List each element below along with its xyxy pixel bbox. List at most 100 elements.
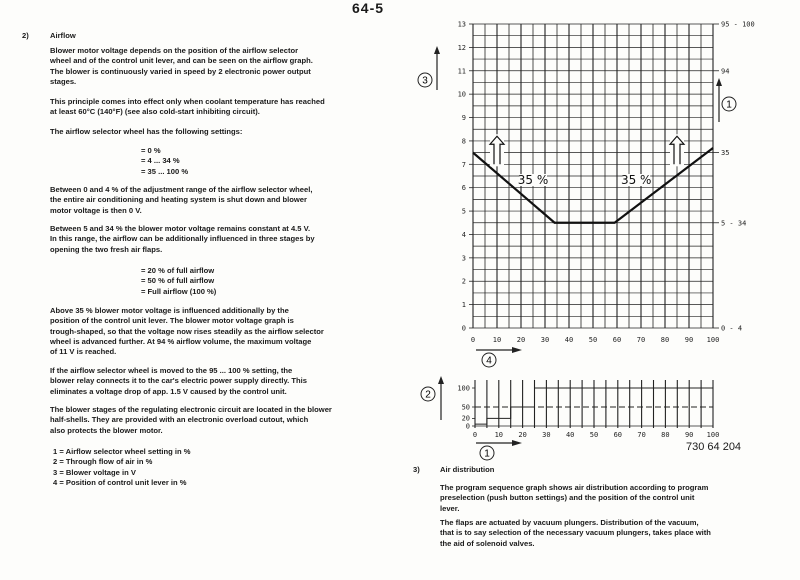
- text-line: = 4 ... 34 %: [141, 156, 180, 166]
- y-tick-label: 0: [462, 325, 466, 333]
- text-line: 1 = Airflow selector wheel setting in %: [53, 447, 191, 456]
- text-line: 3 = Blower voltage in V: [53, 467, 136, 477]
- axis-marker-label: 2: [425, 390, 431, 401]
- y-tick-label: 4: [462, 231, 466, 239]
- section-title: Airflow: [50, 31, 76, 40]
- y-tick-label: 0: [466, 422, 470, 430]
- text-line: = 35 ... 100 %: [141, 166, 189, 176]
- axis-marker-label: 1: [726, 100, 732, 111]
- annotation-box: [519, 174, 547, 187]
- annotation-box: [622, 174, 651, 187]
- section-title: Air distribution: [440, 465, 495, 474]
- text-line: wheel and of the control unit lever, and…: [50, 56, 313, 66]
- x-tick-label: 10: [493, 336, 501, 344]
- x-tick-label: 90: [685, 431, 693, 439]
- y-tick-label: 10: [458, 91, 466, 99]
- x-tick-label: 100: [707, 336, 720, 344]
- axis-marker-label: 3: [422, 76, 428, 87]
- arrow-head-icon: [716, 78, 722, 86]
- x-tick-label: 10: [495, 431, 503, 439]
- text-line: Between 5 and 34 % the blower motor volt…: [50, 224, 311, 233]
- text-line: = Full airflow (100 %): [141, 286, 217, 296]
- text-line: = 0 %: [141, 146, 161, 155]
- stages-list: = 20 % of full airflow = 50 % of full air…: [141, 266, 216, 297]
- text-line: If the airflow selector wheel is moved t…: [50, 366, 293, 375]
- annotation-label: 35 %: [621, 173, 652, 187]
- right-axis-label: 0 - 4: [721, 325, 742, 333]
- y-tick-label: 100: [457, 384, 470, 392]
- arrow-bg: [670, 134, 684, 167]
- text-line: The program sequence graph shows air dis…: [440, 483, 709, 492]
- y-tick-label: 2: [462, 278, 466, 286]
- y-tick-label: 6: [462, 184, 466, 192]
- figure-code: 730 64 204: [686, 441, 742, 453]
- text-line: In this range, the airflow can be additi…: [50, 234, 315, 244]
- text-line: motor voltage is then 0 V.: [50, 205, 142, 215]
- y-tick-label: 8: [462, 137, 466, 145]
- y-tick-label: 9: [462, 114, 466, 122]
- x-tick-label: 40: [565, 336, 573, 344]
- paragraph: The blower stages of the regulating elec…: [50, 405, 332, 436]
- axis-marker-circle: [479, 445, 495, 461]
- x-tick-label: 80: [661, 336, 669, 344]
- arrow-bg: [490, 134, 504, 167]
- text-line: Above 35 % blower motor voltage is influ…: [50, 306, 289, 315]
- y-tick-label: 12: [458, 44, 466, 52]
- text-line: = 20 % of full airflow: [141, 266, 215, 275]
- paragraph: Between 0 and 4 % of the adjustment rang…: [50, 185, 312, 216]
- up-arrow-icon: [668, 135, 686, 165]
- text-line: trough-shaped, so that the voltage now r…: [50, 326, 324, 336]
- text-line: Between 0 and 4 % of the adjustment rang…: [50, 185, 313, 194]
- text-line: The flaps are actuated by vacuum plunger…: [440, 518, 699, 527]
- x-tick-label: 60: [613, 336, 621, 344]
- y-tick-label: 5: [462, 208, 466, 216]
- y-tick-label: 11: [458, 67, 466, 75]
- text-line: the entire air conditioning and heating …: [50, 195, 307, 205]
- text-line: eliminates a voltage drop of app. 1.5 V …: [50, 386, 287, 396]
- x-tick-label: 60: [614, 431, 622, 439]
- text-line: = 50 % of full airflow: [141, 276, 215, 286]
- section-number: 3): [413, 465, 420, 474]
- x-tick-label: 80: [661, 431, 669, 439]
- paragraph: If the airflow selector wheel is moved t…: [50, 366, 307, 397]
- x-tick-label: 30: [541, 336, 549, 344]
- paragraph: This principle comes into effect only wh…: [50, 97, 325, 118]
- text-line: lever.: [440, 503, 460, 513]
- airflow-step-line: [475, 387, 713, 425]
- text-line: of 11 V is reached.: [50, 347, 117, 357]
- text-line: that is to say selection of the necessar…: [440, 528, 711, 538]
- legend-list: 1 = Airflow selector wheel setting in % 2…: [53, 447, 191, 488]
- text-line: The blower is continuously varied in spe…: [50, 66, 311, 76]
- text-line: blower relay connects it to the car's el…: [50, 376, 307, 386]
- x-tick-label: 90: [685, 336, 693, 344]
- text-line: This principle comes into effect only wh…: [50, 97, 325, 106]
- text-line: half-shells. They are provided with an e…: [50, 415, 309, 425]
- text-line: opening the two fresh air flaps.: [50, 244, 163, 254]
- right-axis-label: 95 - 100: [721, 21, 755, 29]
- x-tick-label: 70: [637, 336, 645, 344]
- text-line: the aid of solenoid valves.: [440, 538, 535, 548]
- paragraph: Above 35 % blower motor voltage is influ…: [50, 306, 324, 357]
- paragraph: The airflow selector wheel has the follo…: [50, 127, 243, 136]
- axis-marker-circle: [481, 352, 497, 368]
- axis-marker-circle: [721, 96, 737, 112]
- voltage-curve: [472, 147, 714, 224]
- x-tick-label: 30: [542, 431, 550, 439]
- arrow-head-icon: [434, 46, 440, 54]
- x-tick-label: 100: [707, 431, 720, 439]
- text-line: stages.: [50, 76, 77, 86]
- arrow-head-icon: [512, 347, 522, 353]
- arrow-head-icon: [512, 440, 522, 446]
- x-tick-label: 20: [517, 336, 525, 344]
- axis-marker-circle: [417, 72, 433, 88]
- page-number: 64-5: [352, 0, 385, 16]
- right-axis-label: 35: [721, 149, 729, 157]
- annotation-label: 35 %: [518, 173, 549, 187]
- y-tick-label: 20: [462, 415, 470, 423]
- paragraph: Blower motor voltage depends on the posi…: [50, 46, 313, 87]
- section-number: 2): [22, 31, 29, 40]
- text-line: position of the control unit lever. The …: [50, 316, 294, 326]
- x-tick-label: 0: [473, 431, 477, 439]
